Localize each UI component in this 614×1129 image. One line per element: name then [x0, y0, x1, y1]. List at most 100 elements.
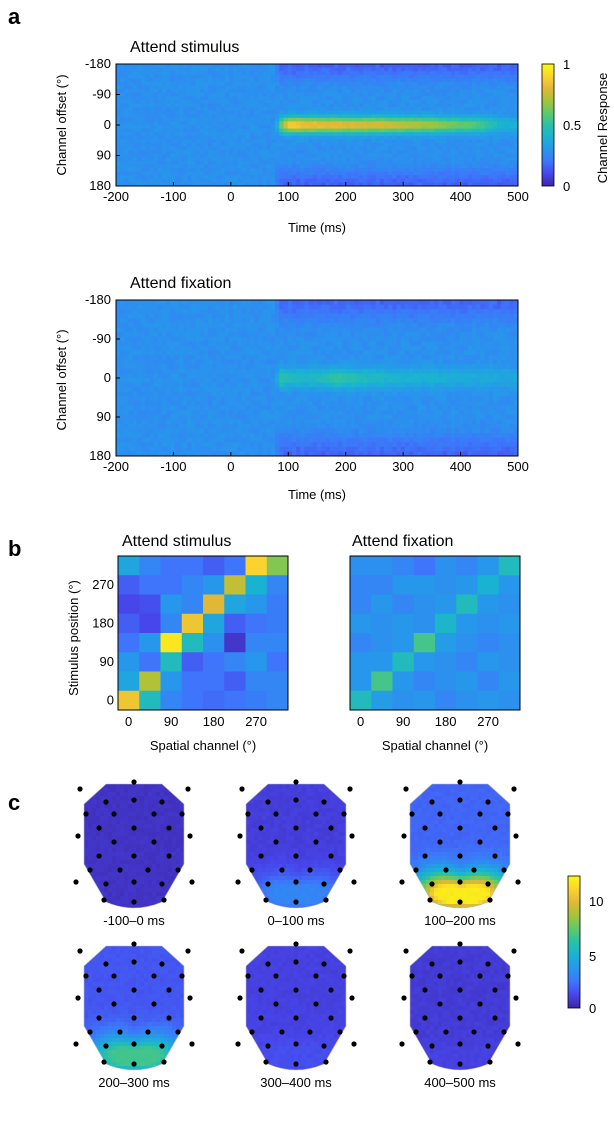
heatmap-cell	[304, 355, 309, 360]
heatmap-cell	[263, 337, 268, 342]
heatmap-cell	[225, 143, 230, 147]
heatmap-cell	[258, 406, 263, 411]
heatmap-cell	[405, 150, 410, 154]
heatmap-cell	[145, 93, 150, 97]
heatmap-cell	[405, 121, 410, 125]
heatmap-cell	[158, 71, 163, 75]
heatmap-cell	[208, 96, 213, 100]
heatmap-cell	[133, 318, 138, 323]
heatmap-cell	[317, 350, 322, 355]
heatmap-cell	[263, 392, 268, 397]
heatmap-cell	[292, 415, 297, 420]
heatmap-cell	[438, 150, 443, 154]
heatmap-cell	[200, 125, 205, 129]
heatmap-cell	[116, 447, 121, 452]
heatmap-cell	[141, 433, 146, 438]
heatmap-cell	[141, 346, 146, 351]
heatmap-cell	[158, 147, 163, 151]
heatmap-cell	[275, 139, 280, 143]
heatmap-cell	[179, 172, 184, 176]
heatmap-cell	[129, 433, 134, 438]
heatmap-cell	[254, 172, 259, 176]
heatmap-cell	[250, 396, 255, 401]
heatmap-cell	[237, 100, 242, 104]
heatmap-cell	[313, 82, 318, 86]
heatmap-cell	[376, 164, 381, 168]
heatmap-cell	[237, 118, 242, 122]
heatmap-cell	[443, 93, 448, 97]
heatmap-cell	[267, 136, 272, 140]
heatmap-cell	[304, 369, 309, 374]
heatmap-cell	[296, 129, 301, 133]
heatmap-cell	[196, 136, 201, 140]
heatmap-cell	[300, 419, 305, 424]
heatmap-cell	[191, 406, 196, 411]
heatmap-cell	[367, 103, 372, 107]
heatmap-cell	[154, 396, 159, 401]
heatmap-cell	[250, 369, 255, 374]
heatmap-cell	[154, 121, 159, 125]
heatmap-cell	[455, 136, 460, 140]
heatmap-cell	[208, 433, 213, 438]
heatmap-cell	[459, 114, 464, 118]
heatmap-cell	[468, 111, 473, 115]
heatmap-cell	[217, 175, 222, 179]
heatmap-cell	[200, 172, 205, 176]
heatmap-cell	[309, 447, 314, 452]
heatmap-cell	[493, 107, 498, 111]
heatmap-cell	[187, 328, 192, 333]
heatmap-cell	[321, 161, 326, 165]
heatmap-cell	[212, 383, 217, 388]
heatmap-cell	[250, 442, 255, 447]
heatmap-cell	[325, 121, 330, 125]
heatmap-cell	[510, 82, 515, 86]
heatmap-cell	[418, 111, 423, 115]
heatmap-cell	[221, 100, 226, 104]
heatmap-cell	[292, 332, 297, 337]
heatmap-cell	[187, 111, 192, 115]
heatmap-cell	[279, 150, 284, 154]
heatmap-cell	[242, 392, 247, 397]
heatmap-cell	[150, 438, 155, 443]
heatmap-cell	[380, 129, 385, 133]
heatmap-cell	[279, 103, 284, 107]
heatmap-cell	[120, 68, 125, 72]
heatmap-cell	[229, 68, 234, 72]
heatmap-cell	[288, 332, 293, 337]
heatmap-cell	[351, 172, 356, 176]
heatmap-cell	[321, 75, 326, 79]
heatmap-cell	[443, 136, 448, 140]
heatmap-cell	[443, 118, 448, 122]
heatmap-cell	[116, 314, 121, 319]
heatmap-cell	[133, 392, 138, 397]
heatmap-cell	[489, 107, 494, 111]
heatmap-cell	[443, 86, 448, 90]
heatmap-cell	[468, 175, 473, 179]
heatmap-cell	[321, 118, 326, 122]
heatmap-cell	[292, 157, 297, 161]
heatmap-cell	[342, 154, 347, 158]
heatmap-cell	[317, 346, 322, 351]
heatmap-cell	[133, 360, 138, 365]
heatmap-cell	[137, 71, 142, 75]
heatmap-cell	[175, 373, 180, 378]
heatmap-cell	[267, 314, 272, 319]
heatmap-cell	[397, 107, 402, 111]
heatmap-cell	[279, 147, 284, 151]
heatmap-cell	[367, 82, 372, 86]
heatmap-cell	[271, 401, 276, 406]
heatmap-cell	[367, 121, 372, 125]
heatmap-cell	[271, 96, 276, 100]
heatmap-cell	[158, 111, 163, 115]
heatmap-cell	[246, 383, 251, 388]
heatmap-cell	[510, 129, 515, 133]
heatmap-cell	[476, 121, 481, 125]
heatmap-cell	[321, 78, 326, 82]
heatmap-cell	[133, 314, 138, 319]
heatmap-cell	[288, 300, 293, 305]
heatmap-cell	[284, 309, 289, 314]
heatmap-cell	[254, 341, 259, 346]
heatmap-cell	[233, 396, 238, 401]
heatmap-cell	[346, 150, 351, 154]
heatmap-cell	[208, 314, 213, 319]
